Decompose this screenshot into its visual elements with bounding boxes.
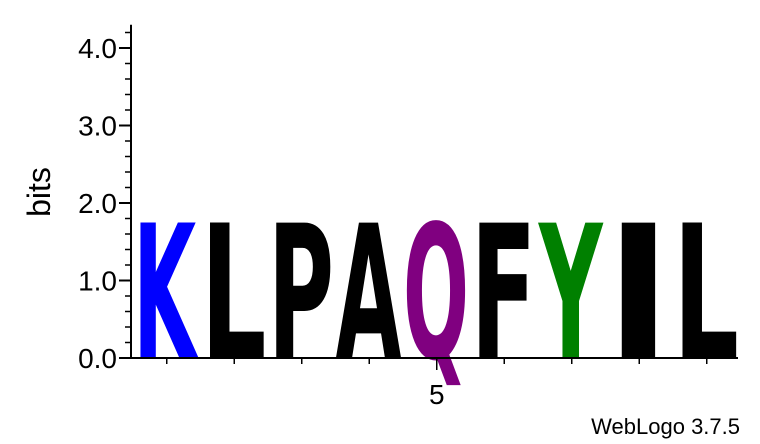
logo-letter-y-pos7: Y xyxy=(538,187,604,403)
logo-letter-f-pos6: F xyxy=(471,186,537,402)
x-tick-label: 5 xyxy=(429,379,445,410)
logo-letter-i-pos8: I xyxy=(606,185,672,402)
y-tick-label: 1.0 xyxy=(78,266,117,297)
x-axis: 5 xyxy=(131,357,738,410)
y-axis-label: bits xyxy=(21,167,57,217)
y-tick-label: 4.0 xyxy=(78,33,117,64)
logo-letter-l-pos2: L xyxy=(201,186,267,402)
logo-letter-k-pos1: K xyxy=(133,186,199,402)
logo-letter-q-pos5: Q xyxy=(403,186,469,403)
y-tick-label: 3.0 xyxy=(78,111,117,142)
logo-letter-p-pos3: P xyxy=(268,186,334,402)
logo-letter-a-pos4: A xyxy=(336,187,402,403)
y-axis: 0.0 1.0 2.0 3.0 4.0 xyxy=(78,24,132,374)
weblogo-credit: WebLogo 3.7.5 xyxy=(591,414,740,439)
y-tick-label: 2.0 xyxy=(78,188,117,219)
y-tick-label: 0.0 xyxy=(78,343,117,374)
logo-letter-l-pos9: L xyxy=(673,186,739,402)
